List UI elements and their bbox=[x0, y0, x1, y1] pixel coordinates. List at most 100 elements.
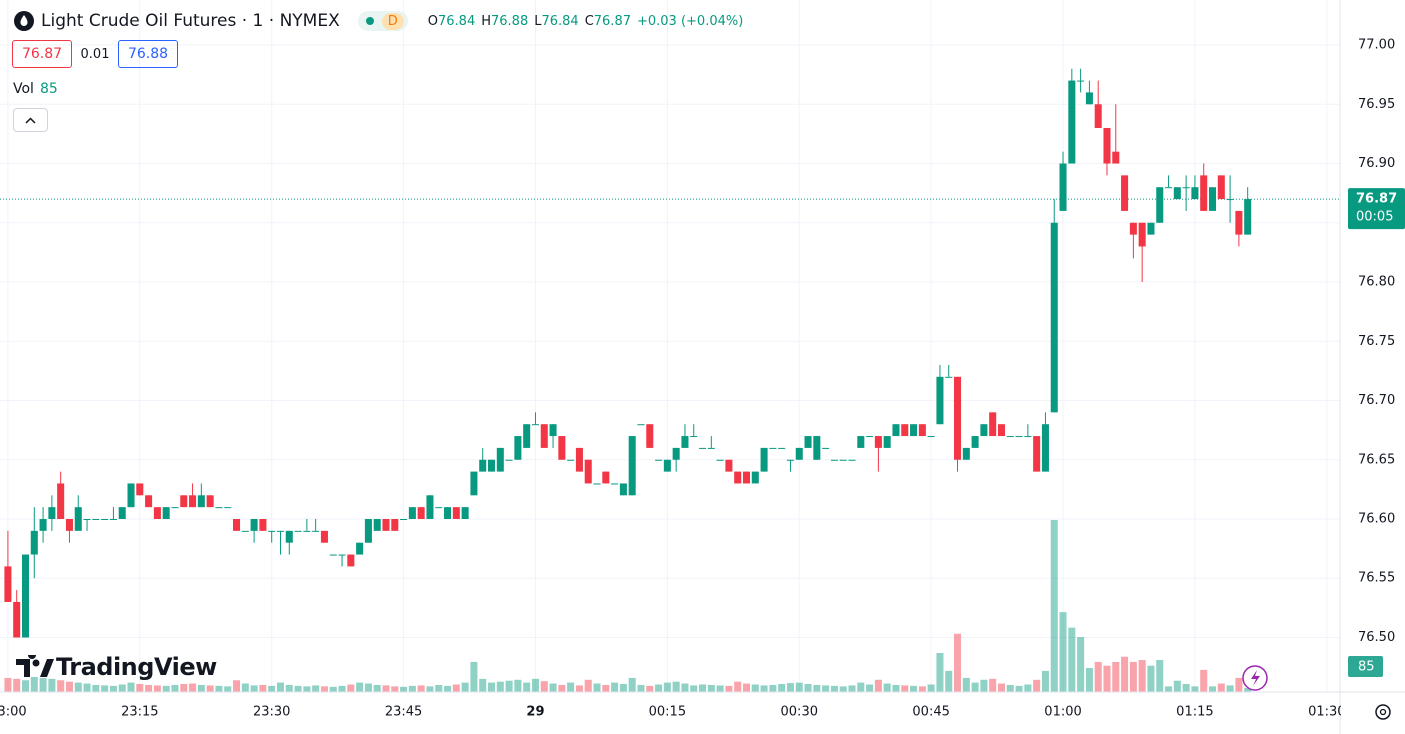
candle-body bbox=[417, 507, 425, 519]
volume-bar bbox=[74, 682, 82, 692]
volume-bar bbox=[822, 685, 830, 692]
volume-bar bbox=[945, 670, 953, 692]
y-tick-label: 76.50 bbox=[1358, 630, 1395, 645]
candle-body bbox=[364, 519, 372, 543]
volume-bar bbox=[962, 677, 970, 692]
candle-body bbox=[426, 495, 434, 519]
volume-bar bbox=[892, 684, 900, 692]
collapse-button[interactable] bbox=[13, 108, 48, 132]
buy-button[interactable]: 76.88 bbox=[118, 40, 178, 68]
ohlc-label: O bbox=[427, 13, 438, 29]
volume-bar bbox=[30, 676, 38, 692]
candle-body bbox=[839, 459, 847, 461]
candle-body bbox=[118, 507, 126, 519]
candle-body bbox=[487, 459, 496, 472]
volume-bar bbox=[874, 679, 882, 692]
volume-bar bbox=[452, 684, 460, 692]
volume-bar bbox=[1050, 520, 1058, 692]
candle-body bbox=[1191, 187, 1199, 200]
candle-body bbox=[672, 447, 680, 460]
volume-bar bbox=[918, 686, 926, 692]
volume-bar bbox=[954, 633, 962, 692]
candle-body bbox=[1235, 210, 1243, 235]
volume-bar bbox=[408, 685, 416, 692]
candle-body bbox=[575, 447, 583, 472]
volume-bar bbox=[830, 685, 838, 692]
ohlc-label: C bbox=[584, 13, 594, 29]
volume-bar bbox=[57, 680, 65, 692]
candle-body bbox=[101, 519, 109, 520]
candle-body bbox=[751, 471, 759, 484]
candle-body bbox=[1015, 436, 1023, 438]
volume-bar bbox=[461, 682, 469, 692]
volume-bar bbox=[1182, 684, 1190, 692]
candle-body bbox=[778, 447, 786, 449]
volume-bar bbox=[118, 684, 126, 692]
candle-body bbox=[1217, 175, 1225, 200]
status-badge[interactable]: D bbox=[357, 11, 408, 31]
candle-body bbox=[901, 424, 909, 437]
candle-body bbox=[1200, 175, 1208, 211]
candle-body bbox=[303, 530, 311, 532]
candle-body bbox=[1077, 80, 1085, 82]
brand-logo[interactable]: TradingView bbox=[16, 653, 217, 681]
volume-bar bbox=[417, 685, 425, 692]
candle-body bbox=[92, 519, 100, 520]
volume-bar bbox=[391, 686, 399, 692]
sell-button[interactable]: 76.87 bbox=[12, 40, 72, 68]
settings-hub bbox=[1379, 708, 1387, 716]
candle-body bbox=[558, 436, 566, 460]
candle-body bbox=[954, 376, 962, 460]
volume-bar bbox=[742, 683, 751, 692]
candle-body bbox=[1033, 436, 1041, 472]
volume-bar bbox=[487, 682, 496, 692]
candle-body bbox=[567, 459, 575, 461]
candle-body bbox=[435, 507, 443, 509]
volume-bar bbox=[540, 681, 548, 692]
candle-body bbox=[391, 519, 399, 531]
volume-bar bbox=[39, 677, 47, 692]
volume-bar bbox=[514, 679, 522, 692]
ohlc-item: C76.87 bbox=[585, 14, 631, 29]
volume-bar bbox=[153, 685, 161, 692]
candle-body bbox=[734, 471, 742, 484]
x-tick-label: 23:15 bbox=[121, 705, 158, 720]
ohlc-label: L bbox=[534, 13, 542, 29]
candle-body bbox=[74, 507, 82, 531]
last-price-box bbox=[1348, 188, 1405, 230]
candle-body bbox=[408, 507, 416, 519]
volume-bar bbox=[637, 684, 645, 692]
volume-bar bbox=[13, 678, 21, 692]
volume-bar bbox=[927, 684, 935, 692]
candle-body bbox=[329, 554, 337, 556]
candle-body bbox=[1041, 424, 1049, 472]
candle-body bbox=[241, 530, 249, 532]
volume-bar bbox=[997, 683, 1005, 692]
x-tick-label: 01:15 bbox=[1176, 705, 1213, 720]
volume-value: 85 bbox=[39, 81, 58, 97]
candle-body bbox=[892, 424, 900, 437]
volume-bar bbox=[707, 684, 715, 692]
candle-body bbox=[479, 459, 487, 472]
volume-bar bbox=[356, 682, 364, 692]
volume-bar bbox=[444, 685, 452, 692]
candle-body bbox=[804, 436, 812, 448]
volume-bar bbox=[171, 684, 179, 692]
candle-body bbox=[549, 424, 557, 437]
volume-bar bbox=[224, 686, 232, 692]
volume-bar bbox=[1217, 683, 1225, 692]
candle-body bbox=[1068, 80, 1076, 164]
y-tick-label: 76.65 bbox=[1358, 452, 1395, 467]
volume-bar bbox=[619, 684, 627, 692]
volume-bar bbox=[1068, 627, 1076, 692]
candle-body bbox=[980, 424, 988, 437]
volume-bar bbox=[312, 685, 320, 692]
last-volume-label: 85 bbox=[1358, 660, 1375, 675]
x-tick-label: 00:30 bbox=[781, 705, 818, 720]
volume-legend: Vol 85 bbox=[13, 81, 58, 97]
x-tick-label: 29 bbox=[526, 705, 544, 720]
ohlc-value: 76.84 bbox=[438, 13, 476, 29]
x-tick-label: 00:45 bbox=[912, 705, 949, 720]
symbol-title[interactable]: Light Crude Oil Futures · 1 · NYMEX bbox=[41, 11, 340, 31]
candle-body bbox=[224, 507, 232, 509]
